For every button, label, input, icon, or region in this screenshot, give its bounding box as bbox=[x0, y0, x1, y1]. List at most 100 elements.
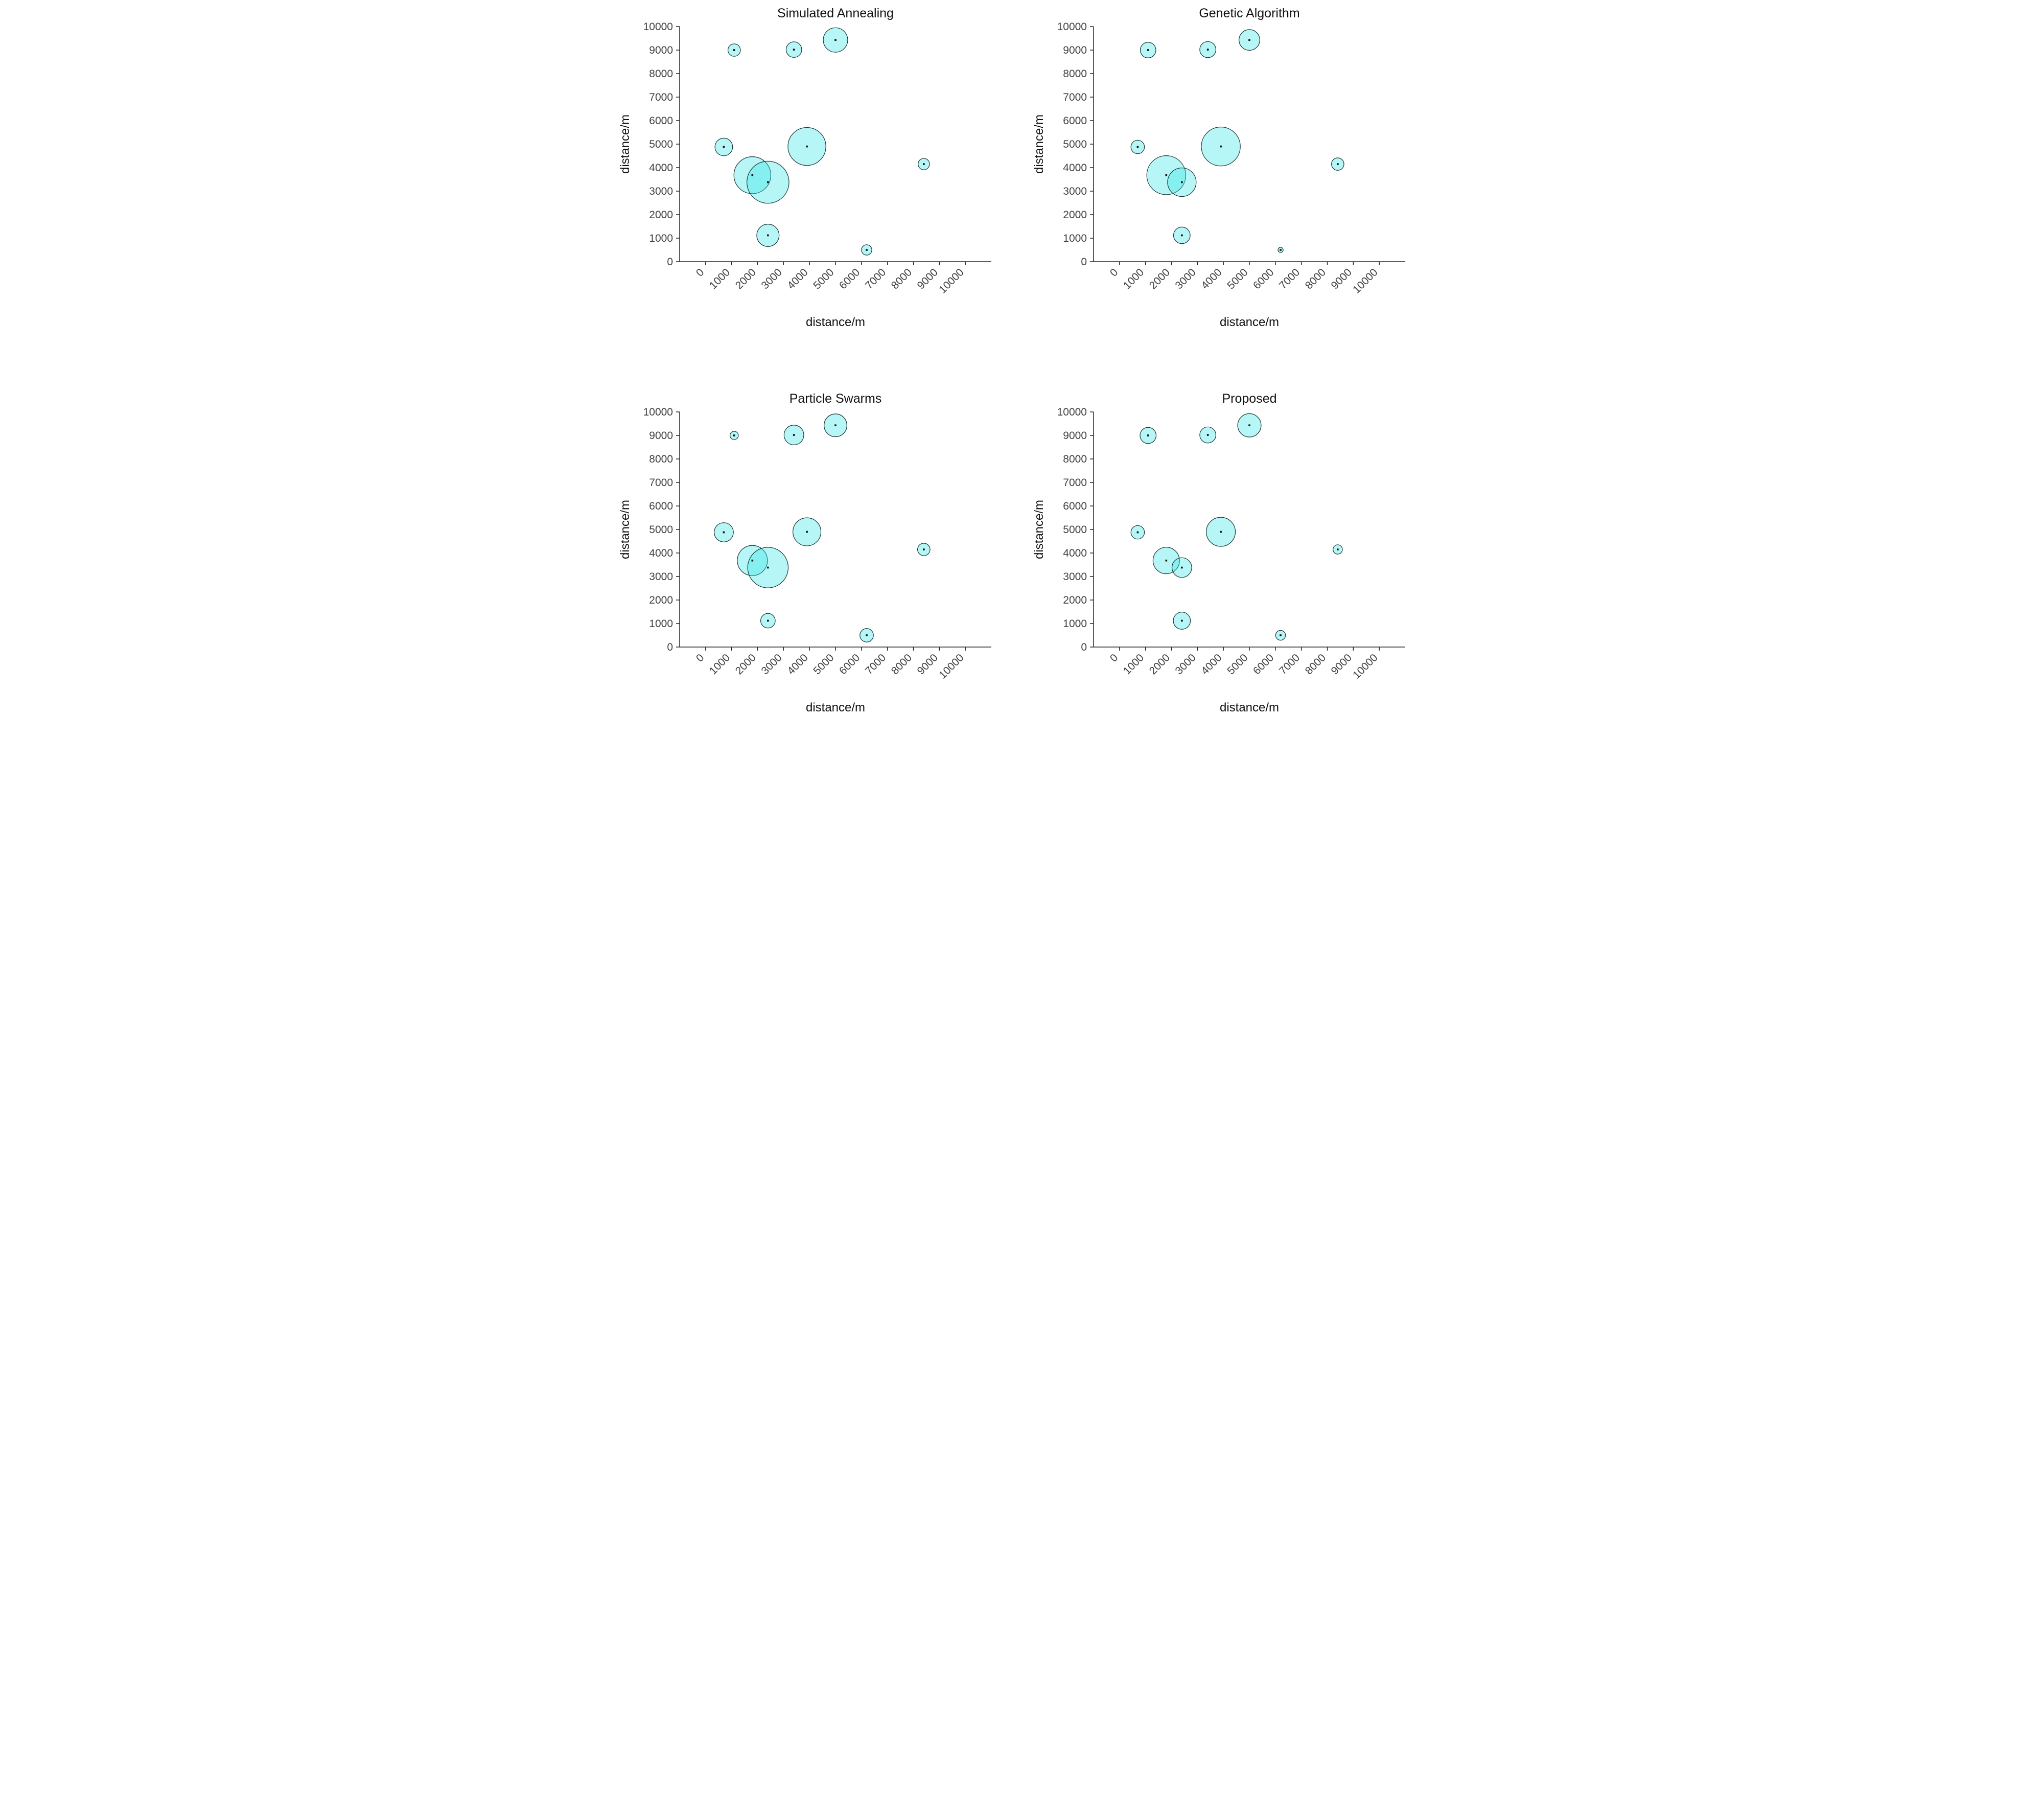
y-tick-label: 0 bbox=[1081, 256, 1087, 268]
y-tick-label: 10000 bbox=[643, 21, 673, 33]
y-axis-label: distance/m bbox=[618, 500, 632, 559]
y-tick-label: 2000 bbox=[649, 209, 673, 221]
x-tick-label: 8000 bbox=[1303, 266, 1328, 291]
y-tick-label: 1000 bbox=[1063, 233, 1087, 244]
y-tick-label: 2000 bbox=[1063, 209, 1087, 221]
y-tick-label: 0 bbox=[667, 641, 673, 653]
x-tick-label: 8000 bbox=[889, 652, 914, 677]
chart-title: Simulated Annealing bbox=[777, 6, 894, 20]
bubble-center-marker bbox=[723, 531, 725, 534]
x-tick-label: 1000 bbox=[1121, 266, 1146, 291]
x-axis-label: distance/m bbox=[1220, 701, 1279, 714]
y-tick-label: 6000 bbox=[1063, 500, 1087, 512]
y-tick-label: 3000 bbox=[1063, 571, 1087, 583]
x-tick-label: 5000 bbox=[811, 652, 836, 677]
x-axis-label: distance/m bbox=[806, 701, 865, 714]
y-tick-label: 3000 bbox=[649, 186, 673, 197]
bubble-center-marker bbox=[767, 619, 769, 622]
x-tick-label: 7000 bbox=[863, 266, 888, 291]
y-tick-label: 8000 bbox=[649, 453, 673, 465]
bubble-center-marker bbox=[723, 146, 725, 148]
bubble-center-marker bbox=[1220, 531, 1222, 533]
y-tick-label: 10000 bbox=[643, 407, 673, 418]
bubble-center-marker bbox=[767, 234, 769, 237]
x-tick-label: 5000 bbox=[811, 266, 836, 291]
bubble-center-marker bbox=[1206, 49, 1209, 51]
y-tick-label: 6000 bbox=[649, 500, 673, 512]
y-tick-label: 5000 bbox=[1063, 139, 1087, 150]
bubble-center-marker bbox=[1181, 234, 1183, 237]
y-tick-label: 7000 bbox=[1063, 477, 1087, 489]
x-tick-label: 3000 bbox=[1173, 266, 1198, 291]
y-axis-label: distance/m bbox=[618, 114, 632, 174]
x-tick-label: 2000 bbox=[733, 652, 758, 677]
bubble-center-marker bbox=[923, 548, 925, 550]
y-tick-label: 5000 bbox=[1063, 524, 1087, 536]
y-tick-label: 3000 bbox=[1063, 186, 1087, 197]
x-tick-label: 7000 bbox=[863, 652, 888, 677]
y-tick-label: 2000 bbox=[1063, 594, 1087, 606]
bubble-center-marker bbox=[923, 163, 925, 165]
y-tick-label: 1000 bbox=[1063, 618, 1087, 630]
y-tick-label: 5000 bbox=[649, 139, 673, 150]
x-tick-label: 5000 bbox=[1225, 266, 1250, 291]
bubble-center-marker bbox=[1147, 49, 1149, 51]
x-tick-label: 10000 bbox=[1351, 266, 1380, 296]
bubble-center-marker bbox=[806, 145, 808, 148]
x-tick-label: 6000 bbox=[837, 266, 862, 291]
y-tick-label: 1000 bbox=[649, 618, 673, 630]
bubble-center-marker bbox=[1248, 424, 1250, 427]
y-tick-label: 4000 bbox=[649, 547, 673, 559]
x-tick-label: 0 bbox=[1108, 266, 1121, 279]
bubble-center-marker bbox=[1181, 619, 1183, 622]
x-tick-label: 2000 bbox=[1147, 266, 1172, 291]
x-tick-label: 0 bbox=[694, 266, 707, 279]
x-tick-label: 10000 bbox=[937, 266, 966, 296]
x-tick-label: 10000 bbox=[1351, 652, 1380, 681]
y-tick-label: 6000 bbox=[1063, 115, 1087, 127]
y-tick-label: 5000 bbox=[649, 524, 673, 536]
figure-page: Simulated Annealing 0 1000 2000 3000 4000 500… bbox=[613, 0, 1431, 735]
bubble-center-marker bbox=[1147, 434, 1149, 436]
bubble-center-marker bbox=[767, 181, 769, 183]
chart-proposed: Proposed 0 1000 2000 3000 4000 5000 6000 7000 80… bbox=[1030, 390, 1428, 720]
x-tick-label: 4000 bbox=[1199, 652, 1224, 677]
x-tick-label: 6000 bbox=[1251, 266, 1276, 291]
y-tick-label: 1000 bbox=[649, 233, 673, 244]
y-tick-label: 2000 bbox=[649, 594, 673, 606]
x-tick-label: 4000 bbox=[785, 652, 810, 677]
bubble-center-marker bbox=[866, 249, 868, 251]
bubble-center-marker bbox=[1181, 566, 1183, 569]
proposed-plot: 0 1000 2000 3000 4000 5000 6000 7000 8000 9000100… bbox=[1032, 407, 1405, 714]
bubble-center-marker bbox=[834, 424, 837, 427]
bubble-center-marker bbox=[793, 434, 795, 436]
x-tick-label: 2000 bbox=[1147, 652, 1172, 677]
x-tick-label: 1000 bbox=[707, 266, 732, 291]
y-tick-label: 3000 bbox=[649, 571, 673, 583]
x-tick-label: 8000 bbox=[1303, 652, 1328, 677]
y-tick-label: 10000 bbox=[1057, 407, 1087, 418]
y-tick-label: 8000 bbox=[1063, 68, 1087, 80]
y-tick-label: 8000 bbox=[1063, 453, 1087, 465]
bubble-center-marker bbox=[1337, 548, 1339, 550]
y-tick-label: 7000 bbox=[649, 477, 673, 489]
x-tick-label: 6000 bbox=[1251, 652, 1276, 677]
x-tick-label: 1000 bbox=[707, 652, 732, 677]
bubble-center-marker bbox=[751, 559, 754, 562]
simulated-annealing-plot: 0 1000 2000 3000 4000 5000 6000 7000 8000 9000100… bbox=[618, 21, 991, 329]
x-tick-label: 10000 bbox=[937, 652, 966, 681]
x-tick-label: 3000 bbox=[759, 652, 784, 677]
y-tick-label: 10000 bbox=[1057, 21, 1087, 33]
y-tick-label: 9000 bbox=[1063, 430, 1087, 442]
y-tick-label: 4000 bbox=[1063, 162, 1087, 174]
bubble-center-marker bbox=[1280, 634, 1282, 636]
bubble-center-marker bbox=[767, 566, 769, 569]
y-tick-label: 9000 bbox=[1063, 44, 1087, 56]
x-axis-label: distance/m bbox=[806, 315, 865, 329]
y-tick-label: 7000 bbox=[1063, 91, 1087, 103]
chart-title: Proposed bbox=[1222, 391, 1277, 406]
bubble-center-marker bbox=[1206, 434, 1209, 436]
x-tick-label: 4000 bbox=[1199, 266, 1224, 291]
x-tick-label: 4000 bbox=[785, 266, 810, 291]
bubble-center-marker bbox=[866, 634, 868, 636]
